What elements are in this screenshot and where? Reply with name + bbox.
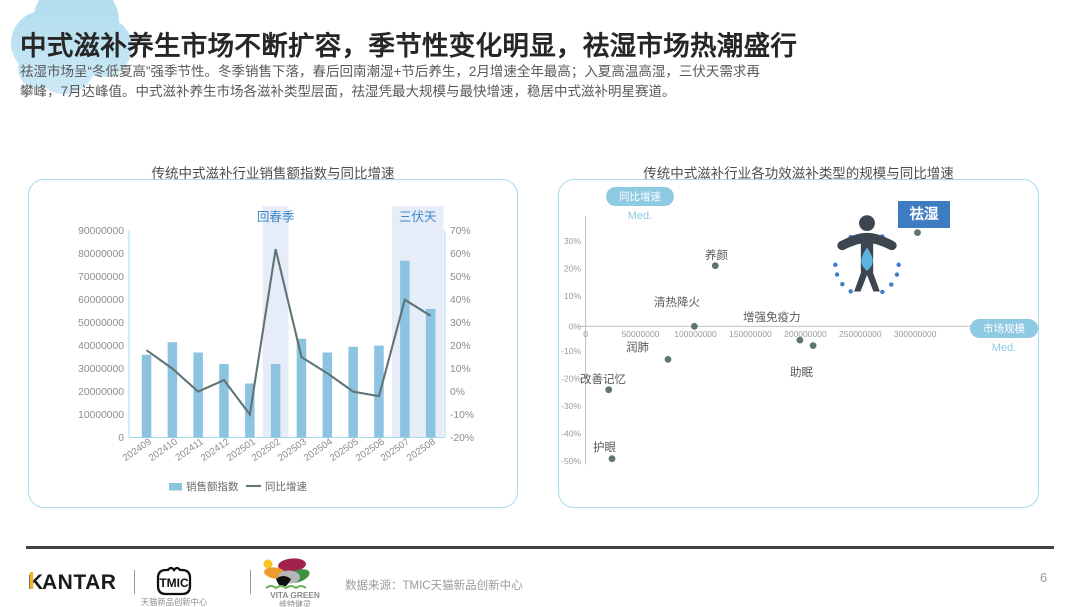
svg-text:-30%: -30% [561, 401, 581, 411]
svg-text:202411: 202411 [174, 436, 206, 463]
svg-text:202409: 202409 [121, 436, 154, 464]
svg-text:10%: 10% [564, 291, 581, 301]
svg-text:60000000: 60000000 [78, 295, 124, 306]
svg-text:30000000: 30000000 [78, 364, 124, 375]
svg-text:50000000: 50000000 [622, 329, 660, 339]
svg-text:20000000: 20000000 [78, 387, 124, 398]
svg-text:-20%: -20% [450, 433, 474, 444]
svg-text:维特健灵: 维特健灵 [279, 599, 311, 607]
svg-text:天猫新品创新中心: 天猫新品创新中心 [141, 597, 208, 607]
svg-text:50000000: 50000000 [78, 318, 124, 329]
svg-text:202412: 202412 [199, 436, 232, 464]
svg-text:市场规模: 市场规模 [983, 322, 1025, 335]
svg-text:养颜: 养颜 [705, 248, 728, 262]
svg-text:助眠: 助眠 [790, 365, 813, 379]
svg-text:200000000: 200000000 [784, 329, 827, 339]
svg-text:20%: 20% [564, 264, 581, 274]
svg-text:30%: 30% [564, 236, 581, 246]
svg-text:20%: 20% [450, 341, 471, 352]
svg-text:250000000: 250000000 [839, 329, 882, 339]
svg-text:回春季: 回春季 [257, 210, 295, 224]
svg-text:0: 0 [118, 433, 124, 444]
svg-text:VITA GREEN: VITA GREEN [270, 590, 320, 600]
svg-text:-10%: -10% [450, 410, 474, 421]
svg-text:-20%: -20% [561, 374, 581, 384]
svg-text:同比增速: 同比增速 [619, 190, 661, 203]
svg-text:-50%: -50% [561, 456, 581, 466]
svg-text:90000000: 90000000 [78, 226, 124, 237]
svg-text:清热降火: 清热降火 [654, 295, 700, 309]
svg-text:祛湿: 祛湿 [910, 205, 939, 223]
svg-text:150000000: 150000000 [729, 329, 772, 339]
svg-text:40000000: 40000000 [78, 341, 124, 352]
svg-text:300000000: 300000000 [894, 329, 937, 339]
svg-text:三伏天: 三伏天 [399, 210, 437, 224]
svg-text:30%: 30% [450, 318, 471, 329]
svg-text:TMIC: TMIC [159, 576, 189, 590]
svg-text:-10%: -10% [561, 346, 581, 356]
svg-text:ANTAR: ANTAR [42, 571, 116, 594]
svg-text:100000000: 100000000 [674, 329, 717, 339]
svg-text:60%: 60% [450, 249, 471, 260]
svg-text:202507: 202507 [379, 436, 412, 464]
svg-text:202503: 202503 [276, 436, 309, 464]
svg-text:0%: 0% [450, 387, 465, 398]
svg-text:Med.: Med. [992, 342, 1016, 354]
svg-text:40%: 40% [450, 295, 471, 306]
svg-text:0: 0 [583, 329, 588, 339]
svg-text:0%: 0% [569, 322, 582, 332]
svg-text:202505: 202505 [328, 436, 361, 464]
svg-text:-40%: -40% [561, 429, 581, 439]
svg-text:销售额指数: 销售额指数 [186, 480, 239, 493]
svg-text:改善记忆: 改善记忆 [580, 372, 626, 386]
svg-text:202410: 202410 [147, 436, 180, 464]
svg-text:增强免疫力: 增强免疫力 [743, 310, 801, 324]
svg-text:70000000: 70000000 [78, 272, 124, 283]
svg-text:同比增速: 同比增速 [265, 480, 307, 493]
svg-text:80000000: 80000000 [78, 249, 124, 260]
svg-text:70%: 70% [450, 226, 471, 237]
svg-text:护眼: 护眼 [593, 440, 616, 454]
svg-text:50%: 50% [450, 272, 471, 283]
svg-text:10%: 10% [450, 364, 471, 375]
svg-text:润肺: 润肺 [626, 340, 649, 354]
svg-text:10000000: 10000000 [78, 410, 124, 421]
svg-text:202502: 202502 [250, 436, 283, 464]
svg-text:202508: 202508 [405, 436, 438, 464]
svg-text:Med.: Med. [628, 210, 652, 222]
